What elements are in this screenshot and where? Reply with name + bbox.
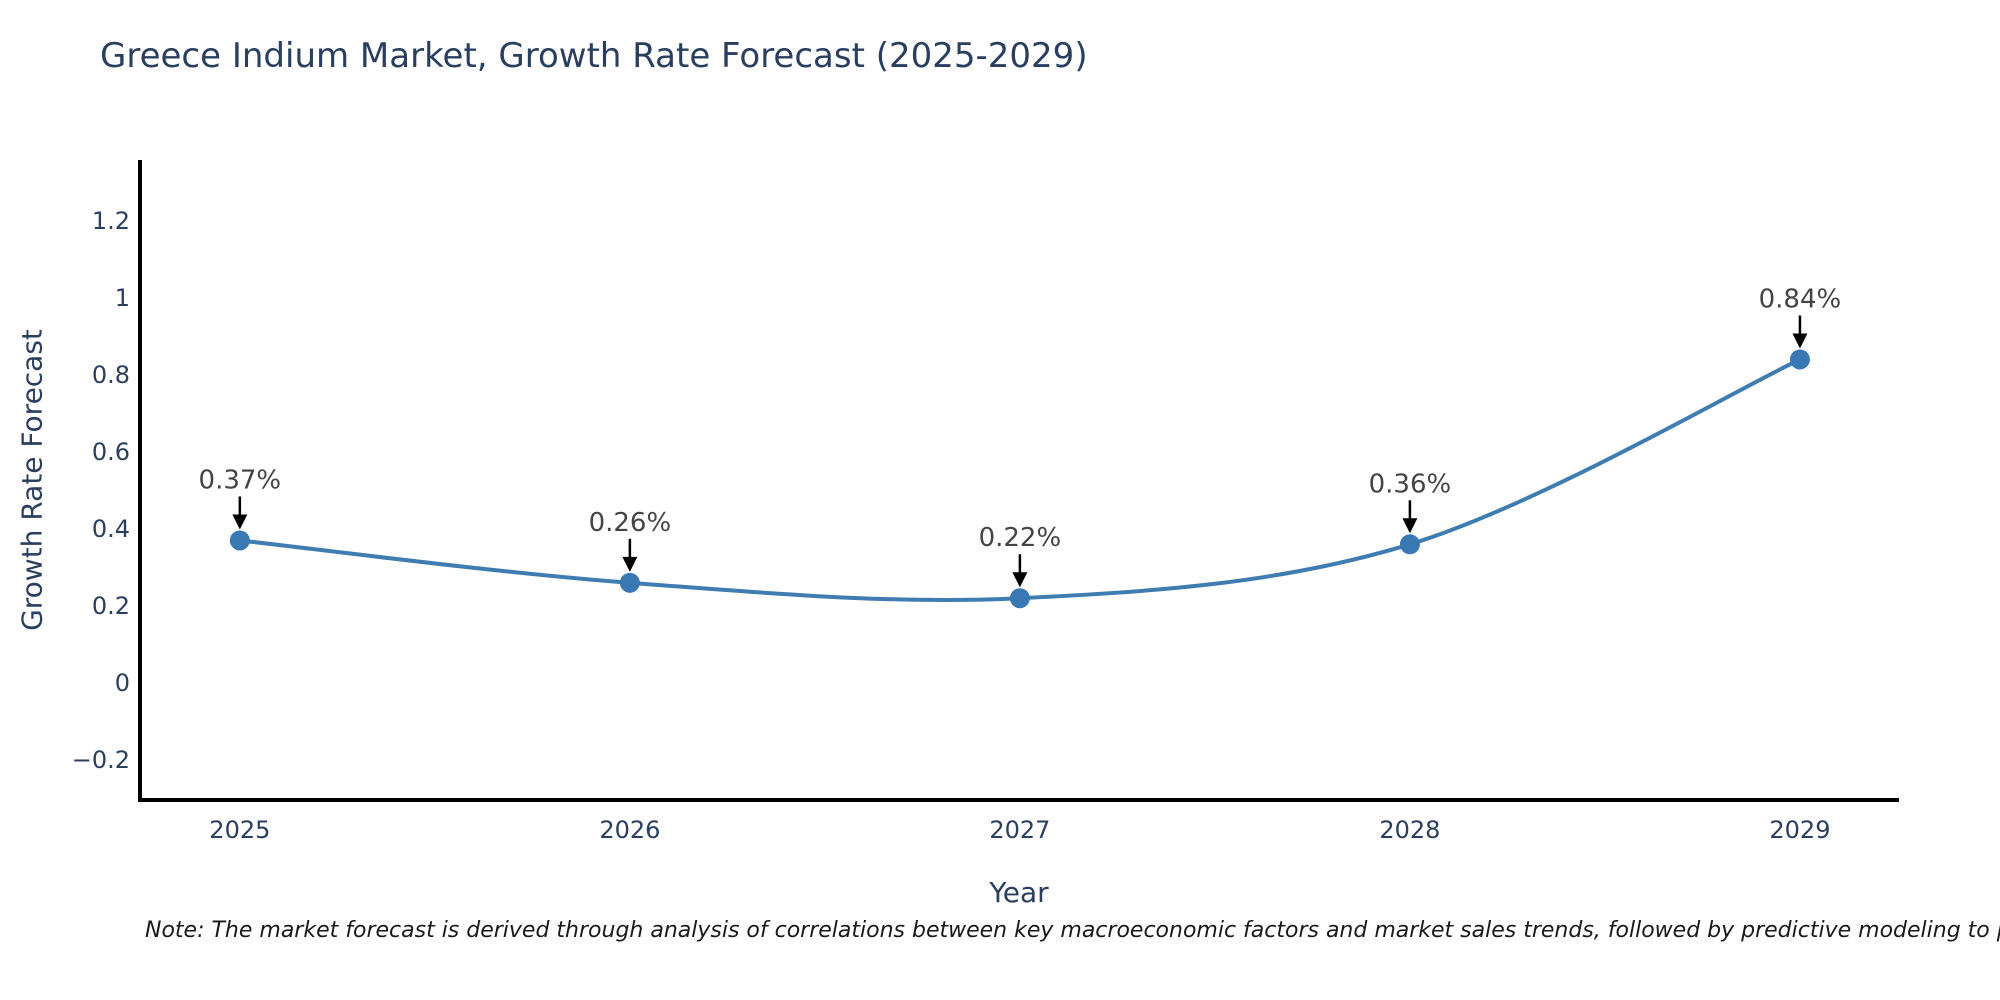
annotation-arrowhead	[1792, 333, 1808, 349]
y-tick-label: 0.8	[92, 361, 130, 389]
point-annotation: 0.26%	[589, 508, 672, 538]
annotation-arrowhead	[622, 556, 638, 572]
point-annotation: 0.84%	[1759, 284, 1842, 314]
y-tick-label: −0.2	[72, 746, 130, 774]
chart-title: Greece Indium Market, Growth Rate Foreca…	[100, 36, 1088, 76]
point-annotation: 0.22%	[979, 523, 1062, 553]
footnote: Note: The market forecast is derived thr…	[145, 918, 2000, 943]
y-tick-label: 0.6	[92, 438, 130, 466]
x-tick-label: 2027	[989, 816, 1050, 844]
y-tick-label: 0	[115, 669, 130, 697]
data-point-marker	[1399, 534, 1420, 555]
data-point-marker	[1009, 588, 1030, 609]
annotation-arrowhead	[1402, 518, 1418, 534]
data-point-marker	[229, 530, 250, 551]
x-tick-label: 2025	[209, 816, 270, 844]
y-tick-label: 0.4	[92, 515, 130, 543]
x-tick-label: 2029	[1769, 816, 1830, 844]
x-tick-label: 2028	[1379, 816, 1440, 844]
point-annotation: 0.37%	[199, 465, 282, 495]
x-axis-title: Year	[989, 876, 1049, 909]
annotation-arrowhead	[232, 514, 248, 530]
data-point-marker	[619, 572, 640, 593]
data-point-marker	[1789, 349, 1810, 370]
x-tick-label: 2026	[599, 816, 660, 844]
annotation-arrowhead	[1012, 572, 1028, 588]
point-annotation: 0.36%	[1369, 469, 1452, 499]
y-tick-label: 1	[115, 284, 130, 312]
y-tick-label: 1.2	[92, 207, 130, 235]
y-tick-label: 0.2	[92, 592, 130, 620]
